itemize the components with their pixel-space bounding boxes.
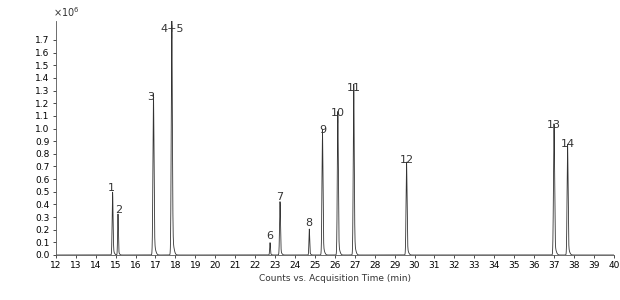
Text: 13: 13	[547, 120, 561, 130]
Text: $\times$10$^6$: $\times$10$^6$	[53, 5, 79, 19]
Text: 9: 9	[319, 125, 326, 135]
X-axis label: Counts vs. Acquisition Time (min): Counts vs. Acquisition Time (min)	[259, 274, 411, 284]
Text: 8: 8	[306, 218, 313, 228]
Text: 12: 12	[399, 155, 414, 165]
Text: 4+5: 4+5	[160, 24, 184, 34]
Text: 14: 14	[560, 139, 575, 149]
Text: 7: 7	[277, 192, 283, 202]
Text: 3: 3	[147, 92, 154, 102]
Text: 2: 2	[115, 205, 123, 214]
Text: 1: 1	[108, 183, 115, 193]
Text: 11: 11	[347, 83, 361, 93]
Text: 10: 10	[331, 108, 345, 118]
Text: 6: 6	[267, 231, 273, 241]
